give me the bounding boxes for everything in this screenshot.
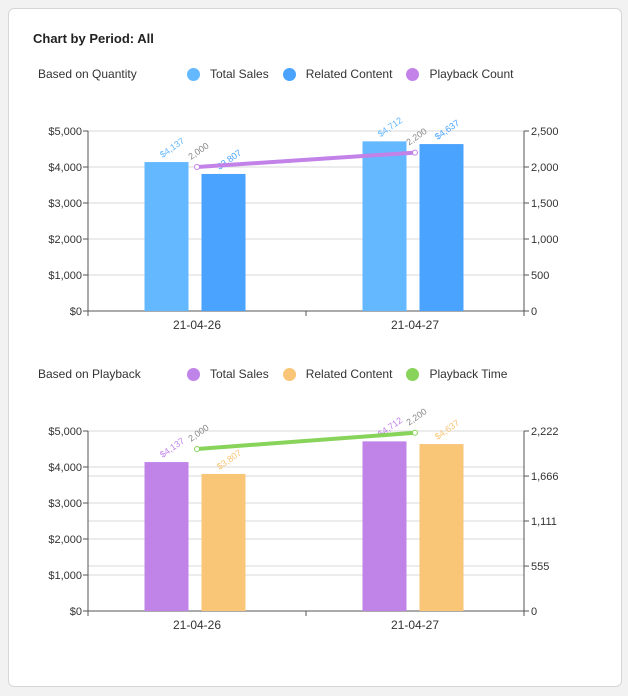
chart-label: Based on Playback bbox=[38, 367, 141, 381]
bar-related-content bbox=[201, 473, 246, 611]
y-right-tick-label: 0 bbox=[531, 606, 537, 618]
playback-chart-plot: $0 $1,000 $2,000 $3,000 $4,000 $5,000 0 555 1,11… bbox=[48, 406, 559, 632]
series-line-playback-time bbox=[195, 430, 417, 451]
y-left-tick-label: $1,000 bbox=[48, 570, 82, 582]
y-left-tick-label: $5,000 bbox=[48, 126, 82, 138]
y-right-tick-label: 0 bbox=[531, 306, 537, 318]
y-left-tick-label: $0 bbox=[70, 606, 82, 618]
y-left-tick-label: $4,000 bbox=[48, 162, 82, 174]
bar-related-content bbox=[419, 444, 464, 611]
line-point bbox=[194, 164, 200, 170]
bar-related-content bbox=[201, 173, 246, 311]
series-line-playback-count bbox=[195, 150, 417, 169]
legend-label: Related Content bbox=[305, 367, 393, 381]
y-right-tick-label: 500 bbox=[531, 270, 549, 282]
bar-data-label: $4,637 bbox=[433, 418, 461, 442]
legend-item-playback-count[interactable]: Playback Count bbox=[406, 67, 513, 81]
y-left-tick-label: $1,000 bbox=[48, 270, 82, 282]
legend-label: Related Content bbox=[305, 67, 393, 81]
line-point bbox=[412, 149, 418, 156]
y-left-tick-label: $4,000 bbox=[48, 462, 82, 474]
bar-data-label: $4,712 bbox=[376, 115, 404, 139]
chart-label: Based on Quantity bbox=[38, 67, 137, 81]
bar-data-label: $4,637 bbox=[433, 118, 461, 142]
y-right-tick-label: 2,500 bbox=[531, 126, 559, 138]
legend-item-related-content[interactable]: Related Content bbox=[282, 67, 393, 81]
bar-total-sales bbox=[144, 162, 189, 311]
legend: Total Sales Related Content Playback Cou… bbox=[187, 67, 513, 81]
y-right-tick-label: 1,666 bbox=[531, 471, 559, 483]
quantity-chart-plot: $0 $1,000 $2,000 $3,000 $4,000 $5,000 0 500 1,00… bbox=[48, 115, 559, 332]
legend-dot-icon bbox=[282, 67, 296, 81]
x-tick-label: 21-04-26 bbox=[173, 318, 221, 332]
legend-item-playback-time[interactable]: Playback Time bbox=[406, 367, 507, 381]
legend-dot-icon bbox=[187, 367, 200, 381]
y-left-tick-label: $5,000 bbox=[48, 426, 82, 438]
line-data-label: 2,000 bbox=[186, 423, 210, 444]
bar-data-label: $3,807 bbox=[215, 448, 243, 472]
legend-dot-icon bbox=[282, 367, 296, 381]
y-right-tick-label: 1,000 bbox=[531, 234, 559, 246]
y-left-tick-label: $0 bbox=[70, 306, 82, 318]
bar-data-label: $3,807 bbox=[215, 148, 243, 172]
bar-data-label: $4,137 bbox=[158, 436, 186, 460]
line-data-label: 2,000 bbox=[186, 141, 210, 162]
y-right-tick-label: 1,111 bbox=[531, 516, 557, 528]
y-left-tick-label: $3,000 bbox=[48, 198, 82, 210]
legend-label: Playback Count bbox=[429, 67, 514, 81]
card-title: Chart by Period: All bbox=[33, 31, 154, 46]
legend-label: Total Sales bbox=[210, 367, 269, 381]
legend-dot-icon bbox=[187, 67, 200, 81]
playback-chart: Based on Playback Total Sales Related Co… bbox=[9, 361, 621, 641]
legend-item-total-sales[interactable]: Total Sales bbox=[187, 67, 269, 81]
y-left-tick-label: $2,000 bbox=[48, 234, 82, 246]
bar-total-sales bbox=[144, 462, 189, 611]
x-tick-label: 21-04-27 bbox=[391, 318, 439, 332]
legend: Total Sales Related Content Playback Tim… bbox=[187, 367, 507, 381]
y-left-tick-label: $3,000 bbox=[48, 498, 82, 510]
y-right-tick-label: 1,500 bbox=[531, 198, 559, 210]
x-tick-label: 21-04-26 bbox=[173, 618, 221, 632]
y-right-tick-label: 2,000 bbox=[531, 162, 559, 174]
bar-total-sales bbox=[362, 441, 407, 611]
line-point bbox=[194, 445, 200, 452]
legend-label: Playback Time bbox=[429, 367, 508, 381]
quantity-chart: Based on Quantity Total Sales Related Co… bbox=[9, 61, 621, 341]
y-right-tick-label: 2,222 bbox=[531, 426, 559, 438]
legend-dot-icon bbox=[406, 67, 420, 81]
chart-card: Chart by Period: All Based on Quantity T… bbox=[8, 8, 622, 687]
x-tick-label: 21-04-27 bbox=[391, 618, 439, 632]
legend-dot-icon bbox=[406, 367, 420, 381]
legend-item-total-sales[interactable]: Total Sales bbox=[187, 367, 269, 381]
line-data-label: 2,200 bbox=[404, 406, 428, 427]
bar-related-content bbox=[419, 144, 464, 311]
bar-total-sales bbox=[362, 141, 407, 311]
bar-data-label: $4,137 bbox=[158, 136, 186, 160]
legend-label: Total Sales bbox=[210, 67, 269, 81]
line-point bbox=[412, 429, 418, 436]
legend-item-related-content[interactable]: Related Content bbox=[282, 367, 393, 381]
y-left-tick-label: $2,000 bbox=[48, 534, 82, 546]
y-right-tick-label: 555 bbox=[531, 561, 549, 573]
